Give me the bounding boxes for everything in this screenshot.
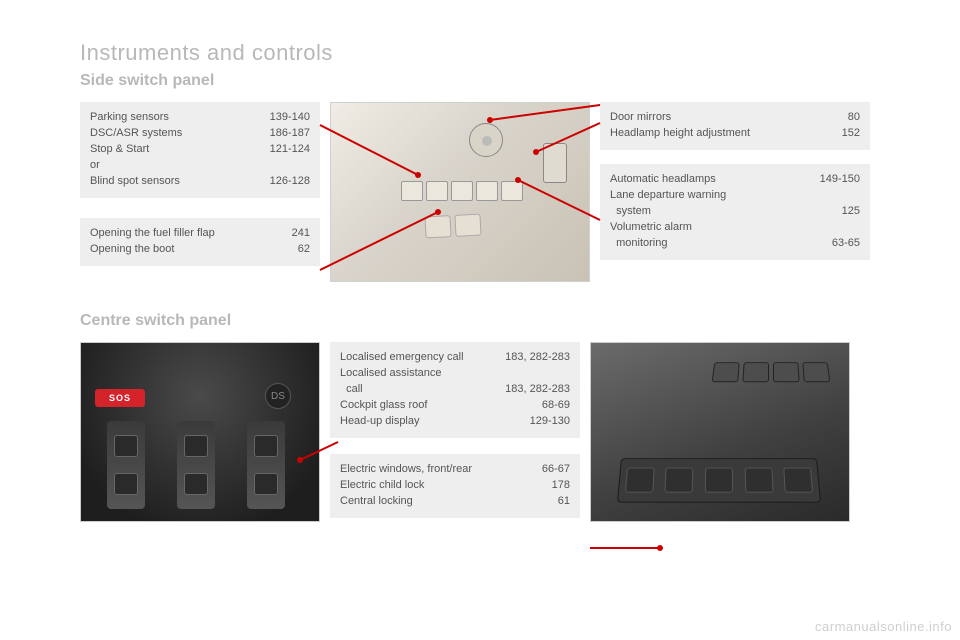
switch-icon — [773, 362, 800, 382]
box-opening: Opening the fuel filler flap 241 Opening … — [80, 218, 320, 266]
page-ref: 183, 282-283 — [505, 382, 570, 398]
right-column: Door mirrors 80 Headlamp height adjustmen… — [600, 102, 870, 282]
label: monitoring — [610, 236, 667, 252]
centre-switch-section: SOS DS Localised emergency call 183, 282-… — [80, 342, 900, 522]
side-switch-subtitle: Side switch panel — [80, 72, 900, 90]
page-ref: 80 — [848, 110, 860, 126]
page-ref: 152 — [842, 126, 860, 142]
lower-switch-row — [424, 214, 481, 239]
switch-icon — [501, 181, 523, 201]
label: Electric child lock — [340, 478, 424, 494]
label: Volumetric alarm — [610, 220, 860, 236]
label: Localised assistance — [340, 366, 570, 382]
switch-icon — [705, 468, 733, 493]
switch-icon — [184, 473, 208, 495]
switch-icon — [802, 362, 830, 382]
label: Parking sensors — [90, 110, 169, 126]
switch-icon — [476, 181, 498, 201]
height-rocker-icon — [543, 143, 567, 183]
ds-badge-icon: DS — [265, 383, 291, 409]
label: Central locking — [340, 494, 413, 510]
switch-icon — [254, 473, 278, 495]
switch-icon — [184, 435, 208, 457]
switch-icon — [625, 468, 655, 493]
switch-icon — [401, 181, 423, 201]
label: Opening the boot — [90, 242, 174, 258]
page-ref: 183, 282-283 — [505, 350, 570, 366]
mirror-knob-icon — [469, 123, 503, 157]
side-panel-photo — [330, 102, 590, 282]
switch-icon — [451, 181, 473, 201]
label: Automatic headlamps — [610, 172, 716, 188]
box-windows: Electric windows, front/rear 66-67 Electr… — [330, 454, 580, 518]
centre-info-column: Localised emergency call 183, 282-283 Loc… — [330, 342, 580, 522]
label: Electric windows, front/rear — [340, 462, 472, 478]
switch-row — [401, 181, 523, 201]
switch-icon — [426, 181, 448, 201]
box-parking-dsc: Parking sensors 139-140 DSC/ASR systems 18… — [80, 102, 320, 198]
label: Head-up display — [340, 414, 420, 430]
page-ref: 186-187 — [270, 126, 310, 142]
label: Lane departure warning — [610, 188, 860, 204]
switch-icon — [454, 214, 481, 237]
box-emergency: Localised emergency call 183, 282-283 Loc… — [330, 342, 580, 438]
page-ref: 149-150 — [820, 172, 860, 188]
label: call — [340, 382, 363, 398]
page-ref: 121-124 — [270, 142, 310, 158]
switch-icon — [712, 362, 740, 382]
box-headlamps: Automatic headlamps 149-150 Lane departur… — [600, 164, 870, 260]
button-strip — [177, 421, 215, 509]
label: Headlamp height adjustment — [610, 126, 750, 142]
label: Cockpit glass roof — [340, 398, 427, 414]
top-button-row — [712, 362, 831, 382]
page-ref: 139-140 — [270, 110, 310, 126]
page-ref: 125 — [842, 204, 860, 220]
button-strip — [247, 421, 285, 509]
label: or — [90, 158, 100, 174]
page-ref: 63-65 — [832, 236, 860, 252]
button-strip — [107, 421, 145, 509]
page-ref: 126-128 — [270, 174, 310, 190]
label: Door mirrors — [610, 110, 671, 126]
label: Localised emergency call — [340, 350, 464, 366]
switch-icon — [783, 468, 813, 493]
page-ref: 178 — [552, 478, 570, 494]
page-ref: 129-130 — [530, 414, 570, 430]
label: Stop & Start — [90, 142, 149, 158]
page-ref: 66-67 — [542, 462, 570, 478]
switch-icon — [254, 435, 278, 457]
label: DSC/ASR systems — [90, 126, 182, 142]
switch-icon — [665, 468, 694, 493]
switch-icon — [114, 473, 138, 495]
page-title: Instruments and controls — [80, 40, 900, 66]
switch-icon — [424, 215, 451, 238]
left-column: Parking sensors 139-140 DSC/ASR systems 18… — [80, 102, 320, 282]
watermark: carmanualsonline.info — [815, 619, 952, 634]
label: Blind spot sensors — [90, 174, 180, 190]
page-ref: 61 — [558, 494, 570, 510]
centre-switch-subtitle: Centre switch panel — [80, 312, 900, 330]
page-ref: 68-69 — [542, 398, 570, 414]
label: Opening the fuel filler flap — [90, 226, 215, 242]
label: system — [610, 204, 651, 220]
bottom-button-panel — [617, 458, 821, 502]
switch-icon — [742, 362, 769, 382]
sos-button-icon: SOS — [95, 389, 145, 407]
page-ref: 62 — [298, 242, 310, 258]
switch-icon — [744, 468, 773, 493]
centre-panel-photo-left: SOS DS — [80, 342, 320, 522]
side-switch-section: Parking sensors 139-140 DSC/ASR systems 18… — [80, 102, 900, 282]
box-mirrors: Door mirrors 80 Headlamp height adjustmen… — [600, 102, 870, 150]
switch-icon — [114, 435, 138, 457]
centre-panel-photo-right — [590, 342, 850, 522]
page-ref: 241 — [292, 226, 310, 242]
